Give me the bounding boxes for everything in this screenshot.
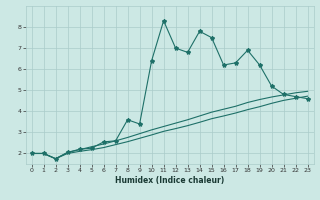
X-axis label: Humidex (Indice chaleur): Humidex (Indice chaleur) <box>115 176 224 185</box>
